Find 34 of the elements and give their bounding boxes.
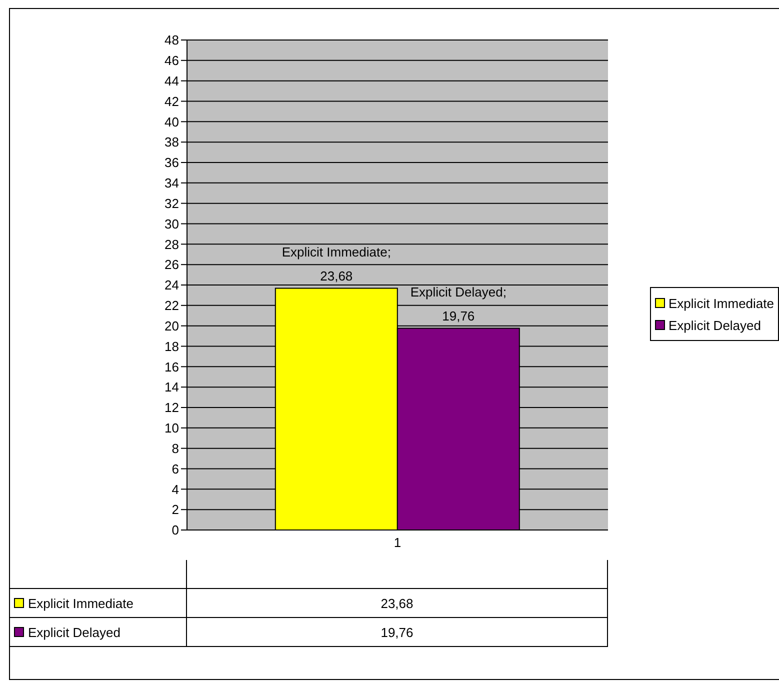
y-tick-label: 46: [164, 53, 179, 68]
y-tick-label: 40: [164, 114, 179, 130]
text: Explicit Delayed: [28, 624, 120, 640]
y-tick-label: 10: [164, 420, 179, 436]
y-tick-label: 26: [164, 257, 179, 272]
y-tick-label: 16: [164, 359, 179, 374]
legend-label: Explicit Delayed: [668, 318, 762, 332]
y-tick-label: 36: [164, 155, 179, 170]
y-tick-label: 0: [172, 522, 179, 538]
x-tick-label: 1: [394, 535, 402, 550]
y-tick-label: 22: [164, 298, 179, 314]
y-tick-label: 2: [172, 502, 179, 518]
text: 23,68: [186, 588, 608, 618]
y-tick-label: 14: [164, 380, 179, 395]
y-tick-label: 30: [164, 216, 179, 232]
y-tick-label: 38: [164, 134, 179, 150]
y-tick-label: 44: [164, 73, 179, 88]
text: 19,76: [186, 618, 608, 646]
y-tick-label: 28: [164, 236, 179, 252]
text: Explicit Immediate: [668, 296, 774, 310]
y-tick-label: 4: [172, 482, 179, 497]
data-label: Explicit Immediate; 23,68: [282, 244, 391, 284]
y-tick-label: 48: [164, 32, 179, 48]
y-tick-label: 20: [164, 318, 179, 334]
y-tick-label: 18: [164, 338, 179, 354]
legend-label: Explicit Immediate: [10, 588, 186, 618]
y-tick-label: 12: [164, 400, 179, 416]
y-tick-label: 42: [164, 94, 179, 109]
y-tick-label: 32: [164, 196, 179, 211]
y-tick-label: 34: [164, 176, 179, 191]
data-label: Explicit Delayed; 19,76: [410, 284, 506, 324]
y-tick-label: 24: [164, 278, 179, 293]
y-tick-label: 8: [172, 440, 179, 456]
y-tick-label: 6: [172, 461, 179, 476]
